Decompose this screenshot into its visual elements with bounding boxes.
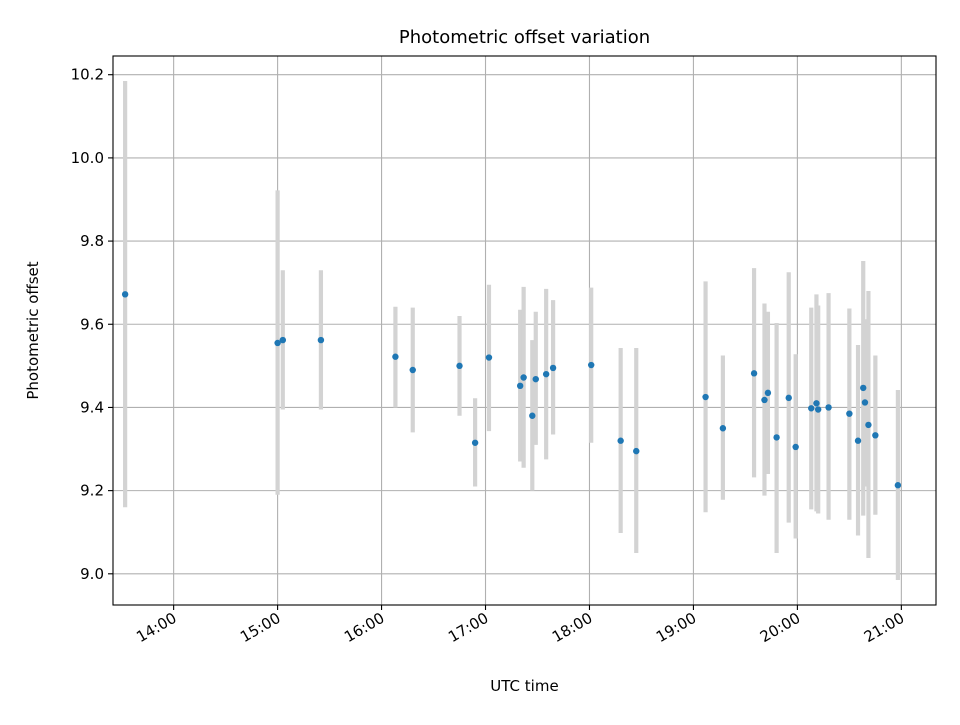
data-point xyxy=(813,400,820,407)
data-point xyxy=(549,364,557,372)
data-point xyxy=(773,434,780,441)
data-point xyxy=(520,374,527,381)
data-point xyxy=(617,437,624,444)
y-tick-label: 10.0 xyxy=(71,149,104,167)
data-point xyxy=(274,339,281,347)
data-point xyxy=(516,382,524,390)
data-point xyxy=(392,353,399,360)
data-point xyxy=(317,336,325,344)
data-point xyxy=(471,439,479,446)
y-tick-label: 9.4 xyxy=(80,398,104,416)
data-points xyxy=(121,291,902,489)
data-point xyxy=(785,394,792,402)
data-point xyxy=(861,399,869,406)
data-point xyxy=(808,405,815,412)
data-point xyxy=(865,421,872,429)
data-point xyxy=(485,354,493,361)
data-point xyxy=(279,336,286,344)
chart-title: Photometric offset variation xyxy=(399,27,650,48)
data-point xyxy=(764,389,772,397)
y-axis-label: Photometric offset xyxy=(24,261,42,399)
y-tick-label: 9.0 xyxy=(80,565,104,583)
data-point xyxy=(825,404,832,411)
data-point xyxy=(719,425,727,432)
y-tick-label: 9.2 xyxy=(80,482,104,500)
data-point xyxy=(409,366,416,374)
data-point xyxy=(633,447,640,455)
y-tick-label: 9.8 xyxy=(80,232,104,250)
data-point xyxy=(854,437,862,444)
data-point xyxy=(532,375,539,383)
y-tick-label: 10.2 xyxy=(71,66,104,84)
data-point xyxy=(750,370,758,377)
data-point xyxy=(846,410,853,417)
data-point xyxy=(814,406,822,413)
data-point xyxy=(588,361,595,369)
data-point xyxy=(792,443,799,451)
data-point xyxy=(702,393,709,401)
data-point xyxy=(542,370,550,378)
data-point xyxy=(761,396,768,404)
plot-frame xyxy=(112,55,937,606)
data-point xyxy=(529,412,536,419)
y-tick-label: 9.6 xyxy=(80,315,104,333)
x-axis-label: UTC time xyxy=(490,677,558,695)
data-point xyxy=(121,291,129,298)
data-point xyxy=(872,432,879,439)
data-point xyxy=(860,384,867,392)
data-point xyxy=(894,482,902,489)
data-point xyxy=(456,362,463,370)
